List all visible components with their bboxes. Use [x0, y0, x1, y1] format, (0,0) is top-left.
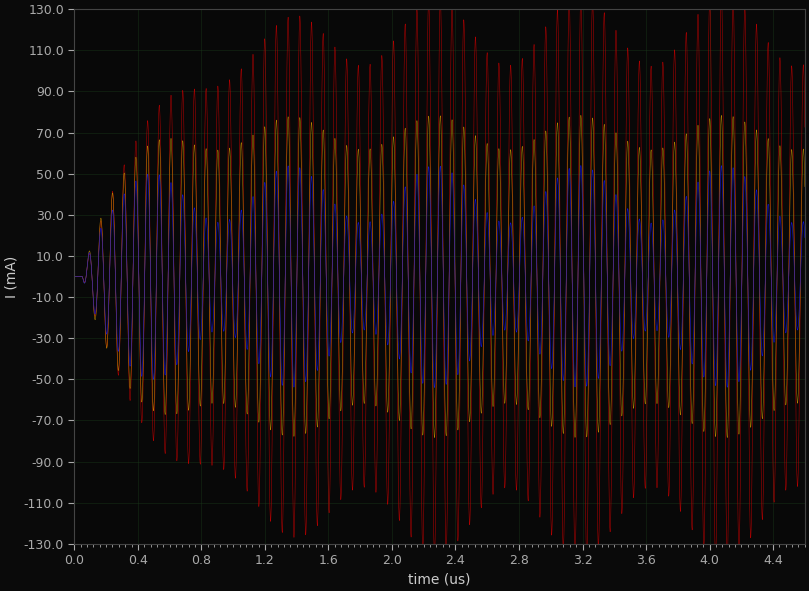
- X-axis label: time (us): time (us): [409, 573, 471, 587]
- Y-axis label: I (mA): I (mA): [4, 255, 18, 298]
